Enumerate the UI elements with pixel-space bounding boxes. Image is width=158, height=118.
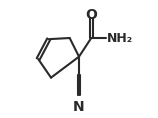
Text: N: N xyxy=(73,100,85,114)
Text: O: O xyxy=(85,8,97,22)
Text: NH₂: NH₂ xyxy=(107,32,133,44)
